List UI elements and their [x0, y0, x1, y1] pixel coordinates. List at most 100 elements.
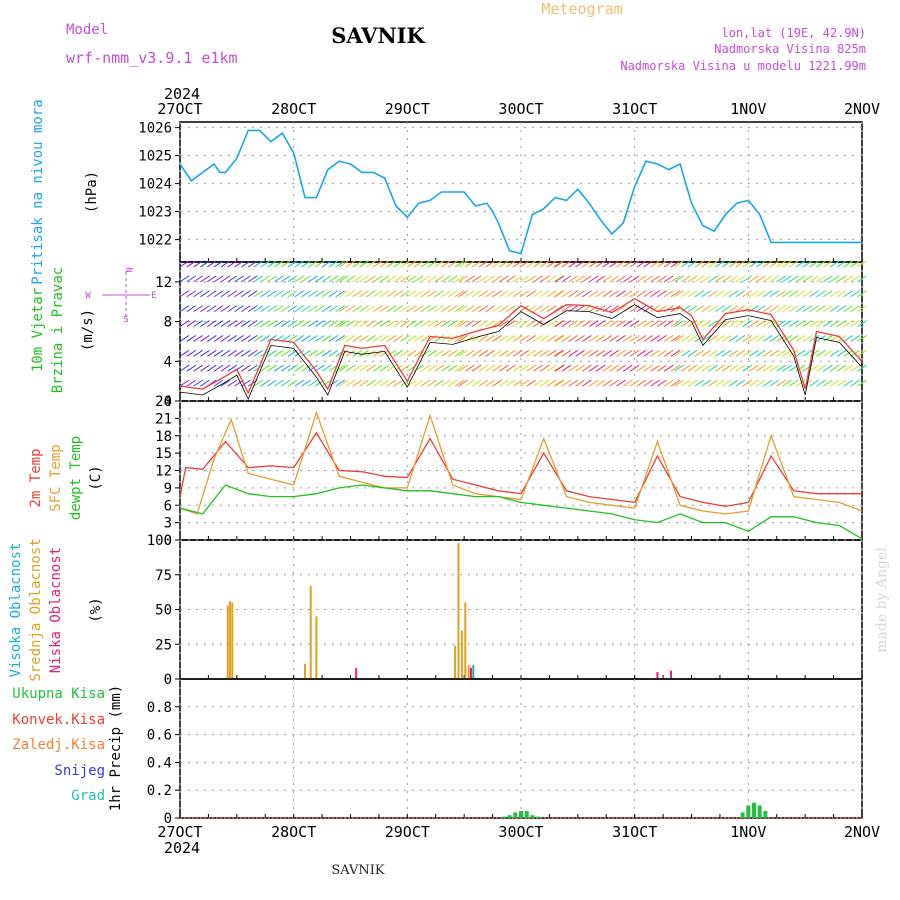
- low-cloud-axis-label: Niska Oblacnost: [48, 547, 64, 673]
- top-day-label: 1NOV: [730, 100, 766, 118]
- wind-barb: [366, 364, 376, 372]
- wind-barb: [186, 379, 197, 387]
- wind-barb: [458, 305, 468, 313]
- y-tick-label: 0: [164, 672, 172, 688]
- wind-barb: [540, 275, 550, 283]
- wind-barb: [465, 349, 475, 357]
- wind-barb: [609, 305, 619, 313]
- wind-barb: [413, 305, 424, 313]
- top-day-label: 30OCT: [498, 100, 543, 118]
- wind-barb: [434, 349, 444, 357]
- wind-barb: [636, 275, 647, 283]
- wind-barb: [200, 305, 210, 313]
- wind-barb: [715, 364, 725, 372]
- wind-barb: [782, 260, 792, 268]
- wind-barb: [629, 349, 640, 357]
- wind-barb: [762, 260, 773, 268]
- wind-barb: [454, 364, 465, 372]
- wind-barb: [568, 364, 579, 372]
- wind-barb: [749, 379, 759, 387]
- wind-barb: [776, 290, 787, 298]
- wind-barb: [186, 335, 197, 342]
- y-tick-label: 0.2: [147, 783, 172, 799]
- wind-barb: [674, 305, 684, 313]
- wind-barb: [809, 320, 819, 327]
- wind-barb: [795, 305, 806, 313]
- wind-barb: [267, 335, 277, 342]
- cloud-bar: [457, 542, 460, 679]
- wind-barb: [227, 260, 238, 268]
- precip-bar: [513, 812, 518, 818]
- wind-barb: [328, 349, 339, 357]
- wind-barb: [447, 260, 458, 268]
- wind-barb: [220, 335, 231, 342]
- precip-bar: [536, 816, 541, 818]
- wind-barb: [328, 260, 339, 268]
- wind-barb: [687, 290, 698, 298]
- wind-barb: [179, 349, 190, 357]
- wind-barb: [485, 275, 496, 283]
- wind-barb: [582, 305, 592, 313]
- wind-barb: [609, 349, 619, 357]
- wind-barb: [434, 379, 444, 387]
- wind-barb: [485, 379, 496, 387]
- wind-barb: [850, 379, 860, 387]
- wind-barb: [499, 349, 509, 357]
- wind-barb: [850, 335, 860, 342]
- wind-barb: [623, 320, 633, 327]
- high-cloud-axis-label: Visoka Oblacnost: [8, 543, 24, 678]
- wind-barb: [505, 305, 516, 313]
- wind-barb: [407, 290, 417, 298]
- wind-barb: [694, 379, 705, 387]
- wind-barb: [674, 260, 684, 268]
- wind-barb: [776, 275, 787, 283]
- wind-barb: [366, 290, 376, 298]
- wind-barb: [650, 260, 660, 268]
- wind-barb: [427, 379, 438, 387]
- wind-barb: [227, 275, 238, 283]
- wind-barb: [247, 275, 258, 283]
- wind-barb: [407, 275, 417, 283]
- wind-barb: [687, 335, 698, 342]
- wind-barb: [234, 290, 244, 298]
- wind-barb: [756, 305, 766, 313]
- svg-text:W: W: [85, 291, 91, 301]
- wind-barb: [260, 320, 270, 327]
- wind-barb: [680, 335, 691, 342]
- wind-barb: [301, 260, 311, 268]
- wind-barb: [179, 379, 190, 387]
- wind-barb: [823, 364, 833, 372]
- wind-barb: [650, 320, 660, 327]
- wind-barb: [241, 349, 251, 357]
- wind-barb: [616, 320, 626, 327]
- wind-barb: [200, 290, 210, 298]
- pressure-unit-label: (hPa): [84, 171, 100, 213]
- wind-barb: [434, 320, 444, 327]
- wind-barb: [643, 260, 654, 268]
- wind-barb: [512, 275, 523, 283]
- wind-barb: [393, 364, 403, 372]
- wind-barb: [829, 349, 840, 357]
- wind-barb: [546, 260, 557, 268]
- wind-barb: [546, 275, 557, 283]
- wind-barb: [728, 260, 739, 268]
- wind-barb: [287, 290, 298, 298]
- wind-barb: [680, 349, 691, 357]
- wind-barb: [769, 290, 780, 298]
- y-tick-label: 9: [164, 481, 172, 497]
- wind-barb: [393, 275, 403, 283]
- pressure-axis-label: Pritisak na nivou mora: [30, 99, 46, 284]
- wind-barb: [260, 290, 270, 298]
- wind-barb: [274, 290, 284, 298]
- cloud-bar: [315, 616, 318, 679]
- wind-barb: [492, 275, 502, 283]
- wind-barb: [186, 275, 197, 283]
- wind-barb: [247, 349, 258, 357]
- wind-barb: [836, 260, 847, 268]
- wind-barb: [345, 379, 356, 387]
- wind-barb: [809, 275, 819, 283]
- wind-barb: [179, 364, 190, 372]
- wind-barb: [735, 320, 746, 327]
- wind-barb: [179, 320, 190, 327]
- wind-barb: [379, 364, 390, 372]
